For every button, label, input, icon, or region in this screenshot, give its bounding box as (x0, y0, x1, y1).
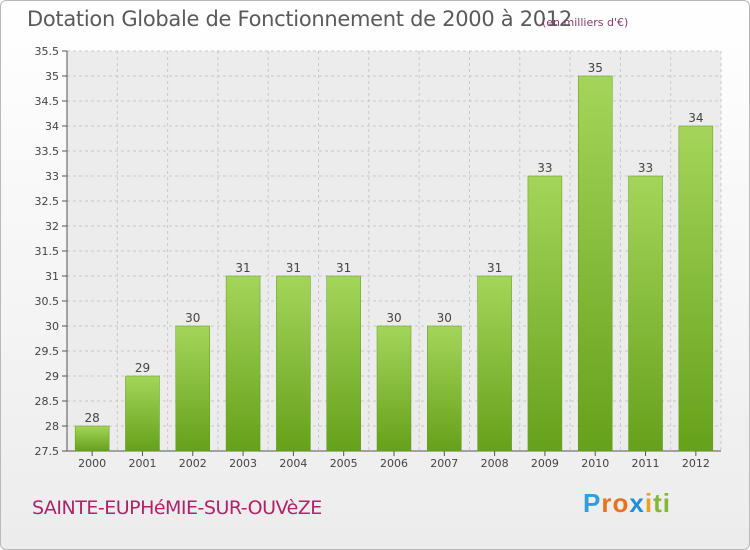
y-tick-label: 27.5 (35, 445, 60, 458)
bars (74, 75, 714, 452)
data-label: 30 (386, 311, 401, 325)
x-tick-label: 2012 (682, 457, 710, 470)
bar (276, 275, 311, 452)
data-label: 31 (235, 261, 250, 275)
bar (577, 75, 613, 452)
x-tick-label: 2010 (581, 457, 609, 470)
x-tick-label: 2005 (330, 457, 358, 470)
bar (678, 125, 714, 452)
y-tick-label: 30 (45, 320, 59, 333)
y-tick-label: 31.5 (35, 245, 60, 258)
bar (427, 325, 462, 452)
logo-letter: i (662, 488, 671, 518)
y-tick-label: 32.5 (35, 195, 60, 208)
data-label: 31 (286, 261, 301, 275)
y-tick-label: 32 (45, 220, 59, 233)
data-labels: 28 29 30 31 31 31 30 30 31 33 35 33 34 (85, 61, 704, 425)
y-tick-label: 33 (45, 170, 59, 183)
x-tick-label: 2006 (380, 457, 408, 470)
data-label: 34 (688, 111, 703, 125)
data-label: 35 (588, 61, 603, 75)
data-label: 33 (638, 161, 653, 175)
x-tick-label: 2008 (481, 457, 509, 470)
logo-letter: t (653, 488, 663, 518)
logo-letter: x (629, 488, 645, 518)
chart-subtitle: (en milliers d'€) (542, 16, 629, 29)
x-tick-label: 2003 (229, 457, 257, 470)
y-tick-label: 28 (45, 420, 59, 433)
chart-title: Dotation Globale de Fonctionnement de 20… (27, 7, 572, 31)
data-label: 30 (437, 311, 452, 325)
logo-letter: P (583, 488, 602, 518)
bar (125, 375, 160, 452)
x-tick-label: 2002 (179, 457, 207, 470)
municipality-name: SAINTE-EUPHéMIE-SUR-OUVèZE (32, 497, 322, 519)
data-label: 30 (185, 311, 200, 325)
y-tick-label: 29.5 (35, 345, 60, 358)
bar (527, 175, 563, 452)
x-tick-label: 2009 (531, 457, 559, 470)
y-tick-label: 35.5 (35, 45, 60, 58)
data-label: 33 (537, 161, 552, 175)
bar (477, 275, 512, 452)
logo-letter: i (644, 488, 654, 518)
data-label: 31 (487, 261, 502, 275)
x-tick-label: 2004 (279, 457, 307, 470)
y-tick-label: 33.5 (35, 145, 60, 158)
logo-letter: o (612, 488, 630, 518)
x-tick-label: 2000 (78, 457, 106, 470)
data-label: 29 (135, 361, 150, 375)
y-tick-label: 30.5 (35, 295, 60, 308)
y-tick-label: 29 (45, 370, 59, 383)
x-tick-label: 2007 (430, 457, 458, 470)
data-label: 31 (336, 261, 351, 275)
y-tick-label: 28.5 (35, 395, 60, 408)
bar (225, 275, 261, 452)
x-tick-label: 2001 (128, 457, 156, 470)
y-tick-label: 31 (45, 270, 59, 283)
y-tick-label: 34 (45, 120, 59, 133)
bar (376, 325, 412, 452)
bar (74, 425, 110, 452)
data-label: 28 (85, 411, 100, 425)
x-tick-label: 2011 (632, 457, 660, 470)
proxiti-logo: Proxiti (583, 488, 671, 519)
y-tick-label: 35 (45, 70, 59, 83)
bar (175, 325, 211, 452)
bar (628, 175, 663, 452)
logo-letter: r (601, 488, 613, 518)
bar (326, 275, 361, 452)
y-tick-label: 34.5 (35, 95, 60, 108)
axes: 27.5 28 28.5 29 29.5 30 30.5 31 31.5 32 32.5 33 33.5… (35, 45, 721, 470)
